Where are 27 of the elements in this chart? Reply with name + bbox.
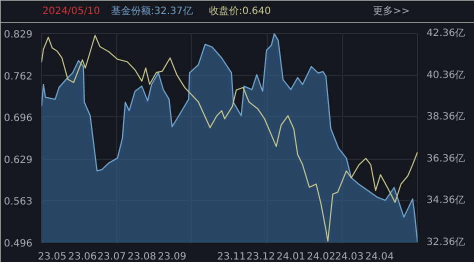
x-tick-label: 24.02 <box>306 252 336 262</box>
x-tick-label: 23.08 <box>128 252 156 262</box>
y2-tick-label: 32.36亿 <box>426 237 466 248</box>
x-tick-label: 23.09 <box>158 252 186 262</box>
y2-tick-label: 34.36亿 <box>426 195 466 206</box>
text: 更多>> <box>372 5 410 17</box>
x-tick-label: 23.06 <box>68 252 97 262</box>
text: 基金份额:32.37亿 <box>110 5 193 17</box>
y-tick-label: 0.696 <box>4 112 33 124</box>
y2-tick-label: 36.36亿 <box>426 153 466 164</box>
x-tick-label: 23.05 <box>38 252 67 262</box>
y-tick-label: 0.829 <box>4 30 33 40</box>
y-tick-label: 0.629 <box>4 155 33 166</box>
chart-title: 2024/05/10 <box>42 6 100 17</box>
y2-tick-label: 40.36亿 <box>426 70 466 81</box>
x-tick-label: 24.04 <box>365 252 394 262</box>
text: 收盘价:0.640 <box>208 5 271 17</box>
y-tick-label: 0.762 <box>4 72 33 83</box>
x-tick-label: 23.07 <box>97 252 126 262</box>
y-tick-label: 0.496 <box>4 238 33 250</box>
x-tick-label: 23.12 <box>246 252 275 262</box>
x-tick-label: 23.11 <box>217 252 246 262</box>
y-tick-label: 0.563 <box>4 196 33 208</box>
y2-tick-label: 42.36亿 <box>426 28 466 39</box>
x-tick-label: 24.01 <box>276 252 306 262</box>
x-tick-label: 24.03 <box>335 252 364 262</box>
y2-tick-label: 38.36亿 <box>426 112 466 123</box>
